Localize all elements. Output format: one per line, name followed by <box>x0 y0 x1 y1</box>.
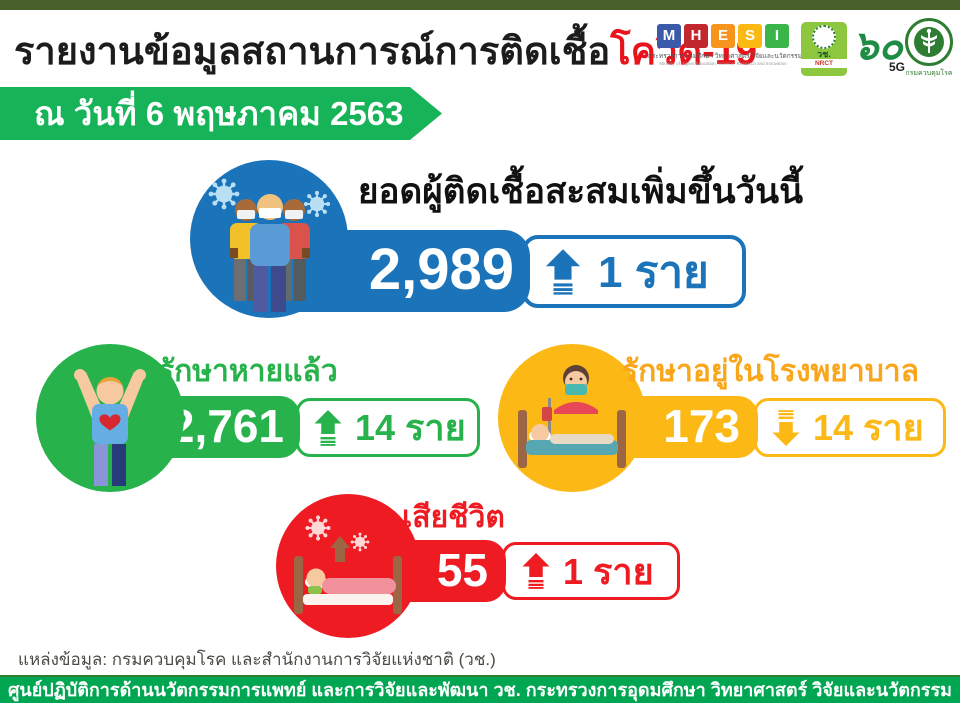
mhesi-letter-squares: M H E S I <box>648 24 798 48</box>
increase-arrow-icon <box>522 553 550 589</box>
ddc-logo: กรมควบคุมโรค <box>903 18 955 79</box>
recovered-value: 2,761 <box>120 396 300 458</box>
footer-bar: ศูนย์ปฏิบัติการด้านนวัตกรรมการแพทย์ และก… <box>0 675 960 703</box>
five-g-label: 5G <box>888 60 905 74</box>
deaths-label: เสียชีวิต <box>402 501 505 534</box>
date-banner: ณ วันที่ 6 พฤษภาคม 2563 <box>0 87 442 140</box>
increase-arrow-icon <box>545 248 581 295</box>
deceased-in-bed-icon <box>294 515 402 614</box>
top-green-bar <box>0 0 960 10</box>
page-title-black: รายงานข้อมูลสถานการณ์การติดเชื้อ <box>14 31 611 73</box>
total-cases-change: 1 ราย <box>598 247 709 297</box>
decrease-arrow-icon <box>772 409 800 446</box>
recovered-circle <box>36 344 184 492</box>
mhesi-letter-m: M <box>657 24 681 48</box>
recovered-label: รักษาหายแล้ว <box>158 355 338 388</box>
recovered-person-icon <box>74 369 146 486</box>
mhesi-english-name: Ministry of Higher Education, Science, R… <box>659 61 787 66</box>
mhesi-letter-i: I <box>765 24 789 48</box>
recovered-change-box: 14 ราย <box>296 398 480 457</box>
ddc-emblem-icon <box>905 18 953 66</box>
total-cases-circle <box>190 160 348 318</box>
nrct-60th-5g-logo: ๖๐ 5G <box>853 24 905 76</box>
nrct-english-abbrev: NRCT <box>801 59 847 68</box>
hospitalized-circle <box>498 344 646 492</box>
thai-numeral-60: ๖๐ <box>853 24 903 68</box>
total-cases-change-box: 1 ราย <box>522 235 746 308</box>
mhesi-letter-e: E <box>711 24 735 48</box>
deaths-circle <box>276 494 420 638</box>
caduceus-icon <box>914 27 944 57</box>
mhesi-letter-h: H <box>684 24 708 48</box>
mhesi-thai-name: กระทรวงการอุดมศึกษา วิทยาศาสตร์ วิจัยและ… <box>648 53 802 60</box>
page-title: รายงานข้อมูลสถานการณ์การติดเชื้อโควิด-19 <box>14 20 757 81</box>
nrct-emblem-icon <box>812 25 836 49</box>
recovered-change: 14 ราย <box>355 407 466 448</box>
hospitalized-label: รักษาอยู่ในโรงพยาบาล <box>622 355 919 388</box>
data-source-note: แหล่งข้อมูล: กรมควบคุมโรค และสำนักงานการ… <box>18 650 496 669</box>
nrct-logo: วช. NRCT <box>801 22 847 76</box>
hospitalized-change-box: 14 ราย <box>754 398 946 457</box>
people-with-masks-icon <box>208 178 331 312</box>
patient-in-hospital-bed-icon <box>518 365 626 468</box>
deaths-change-box: 1 ราย <box>502 542 680 600</box>
mhesi-logo: M H E S I กระทรวงการอุดมศึกษา วิทยาศาสตร… <box>648 24 802 66</box>
total-cases-label: ยอดผู้ติดเชื้อสะสมเพิ่มขึ้นวันนี้ <box>358 172 804 211</box>
hospitalized-change: 14 ราย <box>813 407 924 448</box>
increase-arrow-icon <box>314 409 342 446</box>
mhesi-letter-s: S <box>738 24 762 48</box>
deaths-change: 1 ราย <box>563 550 654 592</box>
nrct-thai-abbrev: วช. <box>817 49 831 59</box>
ddc-label: กรมควบคุมโรค <box>905 70 953 77</box>
